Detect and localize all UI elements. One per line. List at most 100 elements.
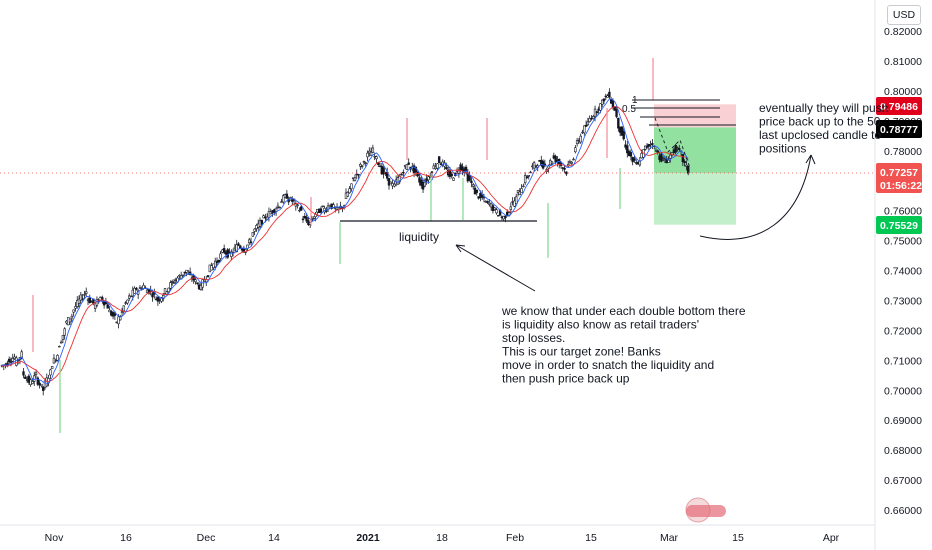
candle-body [129,295,133,298]
candle-body [574,147,577,153]
candle-body [685,164,688,167]
curved-arrow-head [805,154,816,165]
candle-body [117,316,120,325]
candle-body [122,305,126,312]
candle-body [285,193,289,199]
price-badge-label: 0.77257 [880,167,918,179]
candle-body [518,191,521,196]
candle-body [400,174,403,176]
candle-body [226,249,229,258]
time-tick-label: 18 [436,532,448,544]
candle-body [661,157,665,159]
candle-body [360,165,364,168]
position-zones [654,104,736,225]
price-tick-label: 0.75000 [884,236,922,248]
candle-body [206,275,210,278]
currency-selector[interactable]: USD [887,5,921,25]
candle-body [235,244,238,253]
candle-body [50,366,54,369]
ma-fast-line [1,98,689,385]
candle-body [523,175,527,184]
candle-body [407,162,410,165]
candle-body [138,287,142,289]
candle-body [583,125,586,134]
time-tick-label: Mar [660,532,679,544]
candle-body [427,176,430,181]
candle-body [167,287,170,293]
price-badge-label: 0.79486 [880,101,918,113]
candle-body [437,156,441,163]
candle-body [160,297,163,302]
candle-body [34,372,38,376]
candle-body [493,207,496,210]
candle-body [475,189,478,193]
candle-body [56,354,59,361]
candle-body [106,304,109,309]
time-tick-label: Nov [45,532,64,544]
candle-body [27,375,31,383]
candle-body [457,170,461,174]
candle-body [651,143,654,145]
candle-body [151,293,154,298]
candle-body [217,259,220,263]
candle-body [325,210,328,212]
candle-body [61,335,65,340]
candle-body [72,309,75,313]
candle-body [88,297,91,304]
candle-body [222,248,226,253]
price-tick-label: 0.82000 [884,26,922,38]
note-line: stop losses. [502,331,565,345]
candle-body [79,294,83,301]
note-line: This is our target zone! Banks [502,345,661,359]
annotations: liquidity we know that under each double … [399,101,888,386]
candle-body [149,290,152,292]
candle-body [163,288,167,294]
candle-body [509,206,513,210]
candle-body [31,381,34,384]
price-badge-label: 0.75529 [880,220,918,232]
candle-body [629,152,633,157]
candle-body [565,171,568,175]
candle-body [135,287,138,290]
candle-body [579,135,582,143]
note-line: is liquidity also know as retail traders… [502,318,699,332]
ma-slow-line [1,106,689,383]
candle-body [452,177,455,181]
time-tick-label: Feb [506,532,524,544]
candle-body [260,219,263,225]
target-zone-upper [654,127,736,174]
candle-body [70,315,74,319]
candle-body [282,195,285,203]
candle-body [36,377,40,385]
time-axis[interactable]: Nov 16 Dec 14 2021 18 Feb 15 Mar 15 Apr [0,524,874,544]
candle-body [563,167,566,170]
price-axis[interactable]: 0.820000.810000.800000.790000.780000.770… [874,0,922,550]
liquidity-label: liquidity [399,230,439,244]
price-tick-label: 0.66000 [884,505,922,517]
candle-body [68,318,72,323]
price-badge-countdown: 01:56:22 [880,180,922,192]
candle-body [54,359,57,362]
candle-body [133,288,136,294]
candle-body [42,386,45,391]
candle-body [40,383,43,387]
candle-body [443,162,446,167]
candle-body [430,171,434,173]
candle-body [298,209,301,212]
candle-body [527,175,530,177]
candle-body [20,351,23,359]
candle-body [83,294,86,296]
fib-label-05: 0.5 [622,104,636,115]
price-tick-label: 0.71000 [884,355,922,367]
candle-body [350,183,353,190]
drawings: 10.5 [0,58,874,433]
right-note-line: positions [759,142,806,156]
candle-body [554,155,557,163]
candle-body [93,302,97,309]
candle-body [74,306,77,309]
candle-body [319,208,323,213]
candle-body [348,188,351,194]
candle-body [113,313,117,316]
candle-body [525,176,529,179]
